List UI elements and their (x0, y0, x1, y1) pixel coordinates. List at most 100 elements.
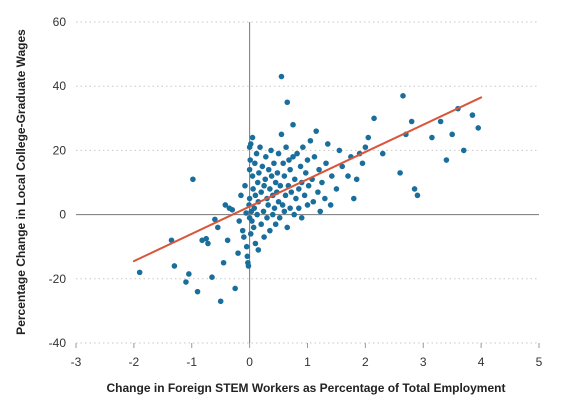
trend-line (132, 96, 483, 263)
data-point (243, 243, 250, 250)
data-point (258, 221, 265, 228)
data-point (252, 160, 258, 167)
data-point (304, 157, 311, 163)
data-point (241, 234, 247, 240)
data-point (265, 202, 271, 208)
x-tick-label: 4 (478, 355, 485, 369)
data-point (313, 128, 319, 134)
data-point (323, 160, 329, 167)
data-point (291, 211, 297, 218)
data-point (275, 150, 282, 157)
data-point (302, 170, 309, 176)
data-point (262, 176, 269, 183)
data-point (275, 198, 282, 205)
data-point (284, 99, 291, 106)
y-tick-label: -20 (49, 272, 67, 286)
data-point (243, 210, 249, 216)
data-point (311, 154, 318, 160)
data-point (276, 215, 283, 221)
data-point (194, 288, 201, 295)
y-axis-title: Percentage Change in Local College-Gradu… (14, 29, 28, 335)
data-point (443, 157, 450, 163)
data-point (252, 192, 259, 199)
data-point (278, 131, 285, 138)
data-point (271, 160, 277, 167)
data-point (171, 263, 178, 269)
data-point (251, 205, 258, 211)
y-tick-label: 40 (53, 79, 67, 93)
data-points (136, 73, 482, 305)
data-point (235, 250, 241, 256)
data-point (245, 263, 252, 269)
data-point (298, 215, 305, 221)
data-point (261, 182, 267, 189)
data-point (224, 237, 231, 244)
data-point (307, 137, 314, 144)
y-tick-labels: -40 -20 0 20 40 60 (49, 15, 67, 350)
data-point (244, 253, 251, 260)
data-point (281, 173, 288, 179)
data-point (345, 173, 351, 179)
data-point (254, 179, 261, 186)
data-point (315, 189, 321, 195)
data-point (239, 227, 246, 234)
zero-lines (76, 22, 539, 343)
data-point (250, 224, 257, 231)
data-point (253, 150, 260, 157)
data-point (460, 147, 467, 154)
gridlines (76, 21, 539, 344)
data-point (305, 182, 312, 189)
data-point (186, 271, 192, 277)
data-point (310, 198, 317, 205)
data-point (209, 274, 215, 280)
data-point (259, 163, 266, 170)
data-point (290, 154, 296, 160)
data-point (267, 227, 273, 234)
data-point (414, 192, 421, 199)
data-point (250, 186, 256, 192)
x-tick-label: 2 (362, 355, 369, 369)
data-point (279, 202, 286, 208)
data-point (287, 205, 293, 211)
x-tick-labels: -3 -2 -1 0 1 2 3 4 5 (71, 343, 543, 369)
data-point (263, 154, 269, 160)
data-point (329, 173, 335, 179)
data-point (365, 134, 372, 141)
data-point (217, 298, 224, 305)
data-point (257, 144, 263, 150)
data-point (408, 118, 415, 125)
data-point (249, 173, 256, 179)
data-point (238, 192, 244, 199)
data-point (242, 182, 248, 189)
data-point (269, 211, 276, 218)
data-point (232, 285, 238, 292)
data-point (475, 125, 482, 131)
data-point (322, 195, 328, 202)
y-tick-label: 20 (53, 143, 67, 157)
data-point (255, 247, 262, 253)
x-tick-label: -1 (186, 355, 197, 369)
data-point (301, 192, 308, 199)
data-point (261, 234, 267, 240)
data-point (300, 144, 306, 150)
data-point (254, 211, 260, 218)
data-point (222, 202, 229, 208)
data-point (449, 131, 455, 138)
data-point (294, 150, 300, 157)
data-point (288, 189, 295, 195)
data-point (246, 166, 253, 173)
data-point (324, 141, 331, 147)
data-point (333, 186, 340, 192)
data-point (291, 176, 298, 183)
data-point (205, 240, 211, 247)
data-point (256, 170, 262, 176)
y-tick-label: 0 (59, 208, 66, 222)
x-tick-label: 3 (420, 355, 427, 369)
data-point (397, 170, 403, 176)
data-point (317, 208, 324, 215)
data-point (249, 218, 255, 224)
data-point (362, 144, 369, 150)
data-point (277, 182, 284, 189)
data-point (286, 157, 292, 163)
y-tick-label: -40 (49, 336, 67, 350)
